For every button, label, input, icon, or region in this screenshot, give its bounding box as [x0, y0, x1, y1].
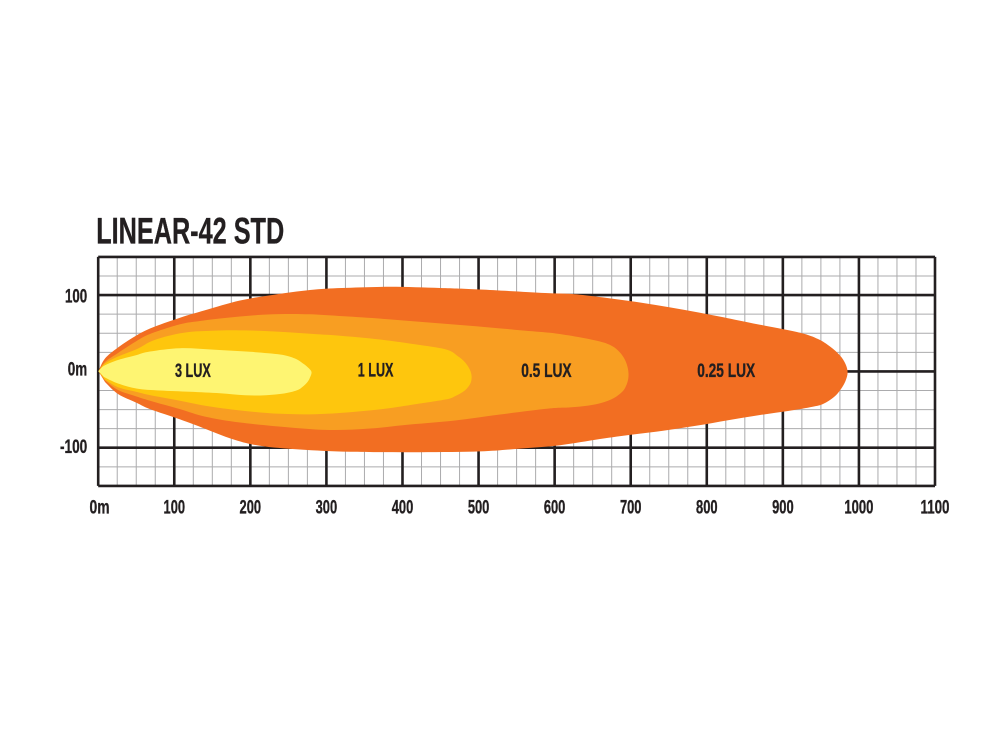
svg-text:500: 500 — [468, 497, 490, 519]
svg-text:0m: 0m — [90, 497, 110, 519]
svg-text:1000: 1000 — [844, 497, 873, 519]
svg-text:300: 300 — [316, 497, 338, 519]
svg-text:LINEAR-42 STD: LINEAR-42 STD — [96, 210, 284, 252]
svg-text:700: 700 — [620, 497, 642, 519]
svg-text:400: 400 — [392, 497, 414, 519]
svg-text:200: 200 — [240, 497, 262, 519]
svg-text:600: 600 — [544, 497, 566, 519]
svg-text:0m: 0m — [68, 359, 87, 381]
svg-text:0.25 LUX: 0.25 LUX — [697, 360, 755, 382]
svg-text:1100: 1100 — [921, 497, 950, 519]
svg-text:900: 900 — [772, 497, 794, 519]
svg-text:-100: -100 — [60, 436, 87, 458]
svg-text:0.5 LUX: 0.5 LUX — [521, 360, 571, 382]
svg-text:1 LUX: 1 LUX — [358, 360, 394, 382]
svg-text:100: 100 — [164, 497, 186, 519]
svg-text:800: 800 — [696, 497, 718, 519]
svg-text:3 LUX: 3 LUX — [175, 360, 211, 382]
svg-text:100: 100 — [65, 286, 87, 308]
